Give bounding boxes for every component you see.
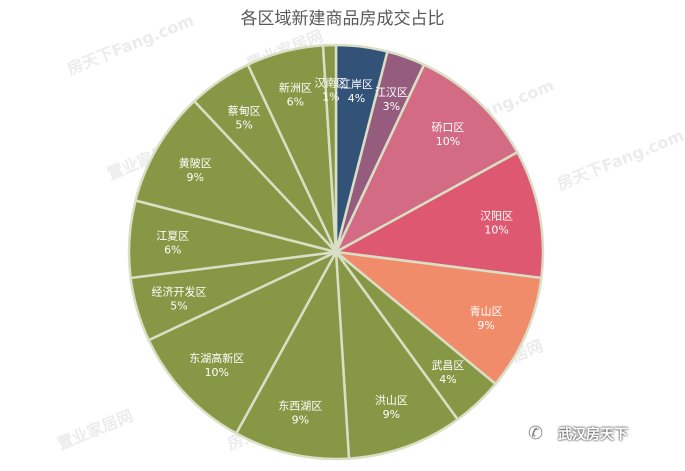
slice-name-label: 洪山区 <box>375 393 408 407</box>
slice-name-label: 东西湖区 <box>278 400 322 413</box>
slice-name-label: 武昌区 <box>431 359 464 372</box>
slice-name-label: 青山区 <box>470 305 503 318</box>
slice-percent-label: 9% <box>292 414 309 427</box>
slice-percent-label: 5% <box>235 119 252 132</box>
slice-percent-label: 6% <box>287 96 304 109</box>
slice-name-label: 江岸区 <box>340 78 373 91</box>
slice-percent-label: 1% <box>322 91 339 104</box>
pie-slice <box>334 250 459 460</box>
slice-percent-label: 10% <box>436 135 460 148</box>
wechat-icon: ✆ <box>528 423 544 444</box>
slice-percent-label: 4% <box>348 92 365 105</box>
pie-slice <box>321 43 338 254</box>
slice-percent-label: 3% <box>383 100 400 113</box>
slice-name-label: 蔡甸区 <box>228 105 261 118</box>
slice-name-label: 东湖高新区 <box>189 351 244 365</box>
slice-name-label: 新洲区 <box>279 81 312 95</box>
watermark-text: 房天下Fang.com <box>64 11 196 79</box>
pie-slice <box>334 63 519 254</box>
pie-slice <box>334 250 543 386</box>
brand-label: 武汉房天下 <box>558 427 628 443</box>
slice-percent-label: 9% <box>477 319 494 332</box>
slice-name-label: 汉阳区 <box>480 209 513 222</box>
slice-percent-label: 6% <box>164 244 181 257</box>
pie-slice <box>147 250 338 435</box>
chart-title: 各区域新建商品房成交占比 <box>240 9 445 29</box>
slice-name-label: 经济开发区 <box>151 285 206 299</box>
slice-percent-label: 10% <box>484 223 508 236</box>
watermark-text: 房天下Fang.com <box>554 126 685 194</box>
pie-slices <box>127 43 545 461</box>
pie-slice <box>334 151 545 280</box>
slice-percent-label: 4% <box>439 373 456 386</box>
slice-name-label: 江汉区 <box>375 86 408 99</box>
pie-slice <box>134 99 338 254</box>
slice-percent-label: 5% <box>170 300 187 313</box>
slice-name-label: 江夏区 <box>156 230 189 243</box>
slice-name-label: 汉南区 <box>314 77 347 90</box>
slice-percent-label: 9% <box>383 408 400 421</box>
slice-percent-label: 9% <box>187 171 204 184</box>
pie-slice <box>235 250 351 461</box>
watermark-text: 置业家居网 <box>54 406 135 454</box>
slice-name-label: 黄陂区 <box>179 156 212 170</box>
slice-name-label: 硚口区 <box>431 121 464 134</box>
slice-percent-label: 10% <box>205 366 229 379</box>
